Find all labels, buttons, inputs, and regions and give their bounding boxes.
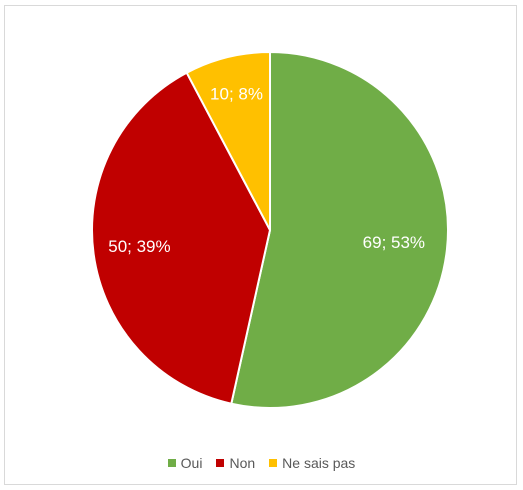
pie-slice-ne-sais-pas (185, 50, 271, 231)
chart-legend: Oui Non Ne sais pas (0, 455, 523, 471)
legend-label-oui: Oui (180, 455, 203, 471)
legend-item-ne-sais-pas: Ne sais pas (269, 455, 355, 471)
pie-slice-oui (230, 50, 449, 409)
data-label-non: 50; 39% (108, 237, 170, 256)
legend-label-non: Non (229, 455, 256, 471)
legend-swatch-ne-sais-pas (269, 459, 278, 467)
data-label-oui: 69; 53% (363, 233, 425, 252)
legend-swatch-non (216, 459, 225, 467)
legend-label-ne-sais-pas: Ne sais pas (282, 455, 356, 471)
pie-slice-non (91, 71, 272, 405)
pie-data-labels: 69; 53% 50; 39% 10; 8% (108, 85, 425, 256)
legend-item-non: Non (216, 455, 255, 471)
pie-slices (91, 50, 449, 409)
legend-swatch-oui (167, 459, 176, 467)
legend-item-oui: Oui (167, 455, 203, 471)
pie-chart: 69; 53% 50; 39% 10; 8% (91, 50, 449, 409)
data-label-ne-sais-pas: 10; 8% (210, 85, 263, 104)
